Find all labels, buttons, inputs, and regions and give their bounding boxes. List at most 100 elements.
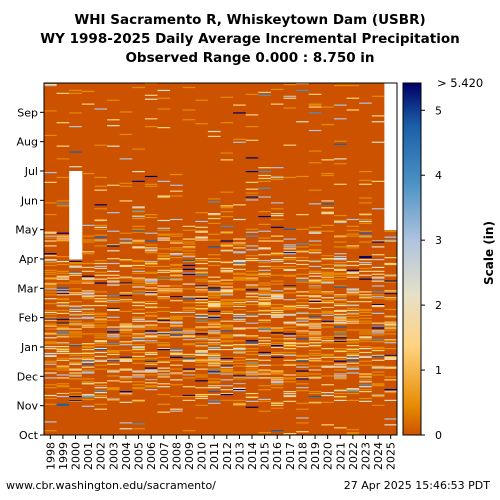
- heatmap-cell: [245, 344, 259, 346]
- heatmap-cell: [283, 351, 297, 354]
- y-tick-label: Sep: [17, 106, 38, 119]
- heatmap-cell: [270, 267, 284, 269]
- heatmap-cell: [346, 354, 360, 357]
- heatmap-cell: [333, 350, 347, 353]
- heatmap-cell: [346, 389, 360, 391]
- heatmap-cell: [182, 377, 196, 379]
- heatmap-cell: [346, 229, 360, 231]
- heatmap-cell: [195, 300, 208, 302]
- heatmap-cell: [207, 399, 221, 401]
- heatmap-cell: [333, 140, 347, 142]
- heatmap-cell: [333, 321, 347, 323]
- heatmap-cell: [107, 329, 120, 331]
- heatmap-cell: [144, 293, 158, 295]
- heatmap-cell: [132, 240, 145, 242]
- heatmap-cell: [220, 335, 234, 337]
- heatmap-cell: [296, 383, 309, 385]
- heatmap-cell: [94, 396, 108, 399]
- heatmap-cell: [119, 242, 133, 244]
- heatmap-cell: [107, 281, 120, 283]
- heatmap-cell: [56, 350, 70, 353]
- heatmap-cell: [321, 211, 334, 213]
- heatmap-cell: [107, 159, 120, 161]
- heatmap-cell: [207, 317, 221, 319]
- heatmap-cell: [283, 321, 297, 323]
- heatmap-cell: [258, 304, 271, 307]
- heatmap-cell: [384, 293, 397, 295]
- heatmap-cell: [94, 259, 108, 262]
- heatmap-cell: [56, 348, 70, 351]
- heatmap-cell: [308, 240, 322, 242]
- heatmap-cell: [233, 339, 246, 341]
- heatmap-cell: [107, 371, 120, 373]
- heatmap-cell: [384, 376, 397, 378]
- heatmap-cell: [144, 284, 158, 286]
- heatmap-cell: [308, 401, 322, 403]
- heatmap-cell: [233, 345, 246, 347]
- heatmap-cell: [258, 319, 271, 321]
- x-tick-label: 2023: [359, 442, 372, 470]
- heatmap-cell: [346, 339, 360, 341]
- heatmap-cell: [69, 294, 82, 296]
- heatmap-cell: [283, 95, 297, 97]
- heatmap-cell: [333, 264, 347, 267]
- heatmap-cell: [296, 257, 309, 259]
- heatmap-cell: [182, 360, 196, 362]
- heatmap-cell: [207, 233, 221, 235]
- heatmap-cell: [220, 191, 234, 193]
- heatmap-cell: [346, 374, 360, 376]
- colorbar-tick-label: 5: [435, 104, 442, 117]
- chart-title-line-3: Observed Range 0.000 : 8.750 in: [125, 50, 375, 66]
- heatmap-cell: [94, 313, 108, 315]
- heatmap-cell: [119, 111, 133, 113]
- heatmap-cell: [283, 433, 297, 435]
- heatmap-cell: [220, 122, 234, 124]
- heatmap-cell: [245, 270, 259, 272]
- heatmap-cell: [283, 238, 297, 240]
- heatmap-cell: [308, 370, 322, 372]
- heatmap-cell: [157, 256, 171, 258]
- heatmap-cell: [233, 251, 246, 253]
- heatmap-cell: [333, 336, 347, 338]
- heatmap-cell: [258, 381, 271, 383]
- heatmap-cell: [359, 278, 372, 280]
- heatmap-cell: [371, 327, 385, 329]
- heatmap-cell: [270, 344, 284, 346]
- heatmap-cell: [144, 279, 158, 281]
- heatmap-cell: [308, 93, 322, 95]
- heatmap-cell: [321, 282, 334, 284]
- heatmap-cell: [195, 237, 208, 239]
- heatmap-cell: [333, 347, 347, 350]
- heatmap-cell: [182, 386, 196, 388]
- heatmap-cell: [371, 240, 385, 242]
- heatmap-cell: [308, 285, 322, 287]
- heatmap-cell: [384, 236, 397, 238]
- heatmap-cell: [207, 292, 221, 294]
- heatmap-cell: [220, 260, 234, 263]
- heatmap-cell: [220, 356, 234, 358]
- heatmap-cell: [245, 371, 259, 373]
- heatmap-cell: [44, 352, 57, 355]
- heatmap-cell: [220, 250, 234, 252]
- heatmap-cell: [94, 341, 108, 343]
- heatmap-cell: [44, 134, 57, 137]
- heatmap-cell: [69, 151, 82, 153]
- heatmap-cell: [283, 259, 297, 261]
- heatmap-cell: [119, 360, 133, 362]
- heatmap-cell: [107, 326, 120, 328]
- heatmap-cell: [207, 130, 221, 133]
- heatmap-cell: [233, 138, 246, 140]
- heatmap-cell: [69, 324, 82, 326]
- heatmap-cell: [119, 332, 133, 334]
- heatmap-cell: [44, 361, 57, 363]
- heatmap-cell: [346, 352, 360, 355]
- heatmap-cell: [69, 331, 82, 333]
- heatmap-cell: [321, 338, 334, 340]
- heatmap-cell: [220, 368, 234, 370]
- heatmap-cell: [233, 389, 246, 391]
- heatmap-cell: [384, 339, 397, 341]
- heatmap-cell: [144, 263, 158, 266]
- heatmap-cell: [308, 343, 322, 345]
- heatmap-cell: [333, 366, 347, 368]
- heatmap-cell: [321, 263, 334, 266]
